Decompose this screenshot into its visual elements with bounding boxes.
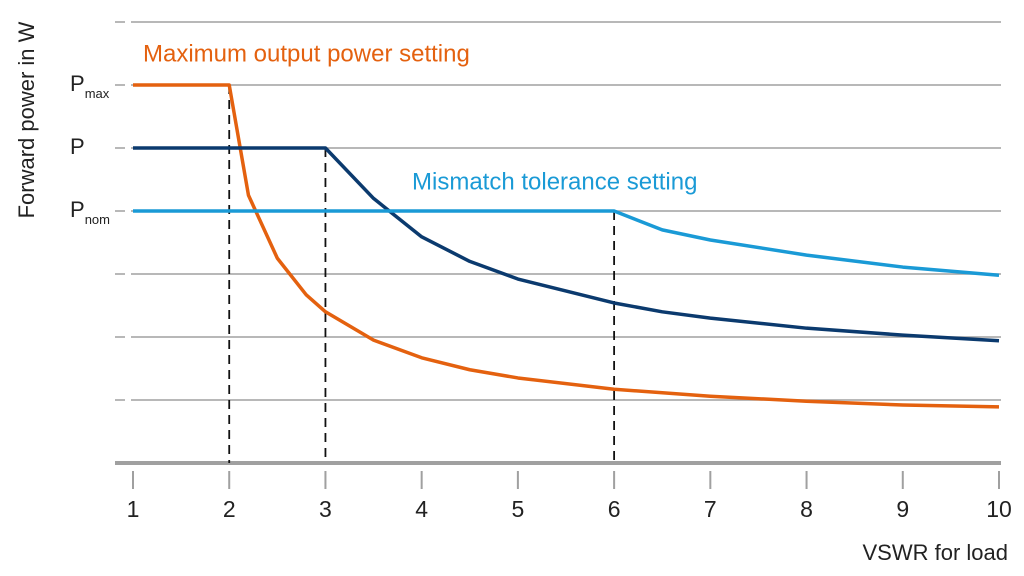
series-line: [133, 209, 1000, 278]
y-tick-label-main: P: [70, 134, 85, 159]
x-tick-label: 6: [608, 496, 621, 522]
y-tick-label: Pmax: [70, 71, 110, 102]
x-tick-label: 2: [223, 496, 236, 522]
x-tick-label: 5: [511, 496, 524, 522]
y-tick-label: Pnom: [70, 197, 110, 228]
y-axis-label: Forward power in W: [14, 21, 39, 218]
y-tick-label-sub: max: [85, 86, 110, 101]
y-tick-label-sub: nom: [85, 212, 110, 227]
series-line: [133, 146, 1000, 343]
series-label: Maximum output power setting: [143, 40, 470, 67]
x-tick-label: 9: [896, 496, 909, 522]
x-tick-label: 7: [704, 496, 717, 522]
x-axis-label: VSWR for load: [863, 540, 1009, 565]
series-label: Mismatch tolerance setting: [412, 168, 697, 195]
x-tick-label: 1: [127, 496, 140, 522]
x-tick-label: 8: [800, 496, 813, 522]
y-tick-label-main: P: [70, 71, 85, 96]
x-tick-label: 10: [986, 496, 1012, 522]
x-tick-label: 4: [415, 496, 428, 522]
x-tick-label: 3: [319, 496, 332, 522]
y-tick-label-main: P: [70, 197, 85, 222]
series-line: [133, 83, 1000, 409]
y-tick-label: P: [70, 134, 85, 159]
